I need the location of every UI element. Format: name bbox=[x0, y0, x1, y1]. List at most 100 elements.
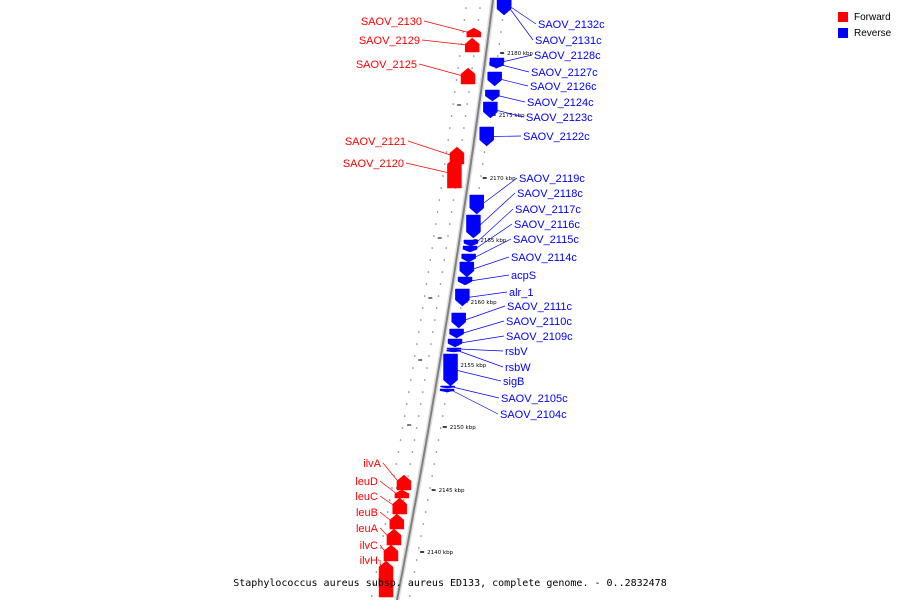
gene-label: ilvA bbox=[363, 458, 381, 470]
gene-connector bbox=[461, 320, 505, 334]
gene-arrow bbox=[457, 276, 473, 286]
scale-dot bbox=[371, 595, 373, 597]
gene-connector bbox=[421, 39, 468, 46]
gene-arrow bbox=[446, 347, 462, 351]
gene-label: SAOV_2124c bbox=[527, 97, 594, 109]
scale-dot bbox=[429, 259, 432, 261]
scale-dot bbox=[413, 439, 416, 441]
gene-connector bbox=[469, 274, 510, 282]
legend-label-forward: Forward bbox=[854, 11, 891, 23]
gene-arrow bbox=[459, 261, 475, 278]
scale-dot bbox=[477, 19, 480, 21]
gene-arrow bbox=[483, 101, 498, 119]
gene-arrow bbox=[440, 385, 455, 389]
scale-dot bbox=[373, 583, 375, 585]
scale-dot bbox=[500, 31, 502, 33]
tick-mark bbox=[431, 489, 436, 491]
scale-dot bbox=[466, 103, 469, 105]
scale-dot bbox=[377, 559, 380, 561]
gene-arrow bbox=[479, 126, 494, 147]
scale-dot bbox=[375, 571, 378, 573]
scale-dot bbox=[424, 379, 426, 381]
scale-dot bbox=[408, 391, 410, 393]
gene-arrow bbox=[449, 328, 464, 339]
gene-arrow bbox=[389, 513, 405, 530]
gene-connector bbox=[475, 208, 514, 244]
scale-dot bbox=[454, 91, 456, 93]
genome-backbone bbox=[394, 0, 496, 600]
scale-dot bbox=[420, 403, 422, 405]
gene-label: SAOV_2121 bbox=[345, 136, 406, 148]
tick-mark bbox=[442, 426, 447, 428]
gene-label: SAOV_2110c bbox=[506, 316, 572, 328]
gene-arrow bbox=[462, 245, 478, 253]
gene-connector bbox=[407, 140, 453, 156]
gene-arrow bbox=[392, 497, 407, 515]
tick-label: 2180 kbp bbox=[507, 51, 533, 57]
scale-dot bbox=[427, 271, 430, 273]
gene-arrow bbox=[461, 253, 476, 263]
scale-dot bbox=[457, 67, 459, 69]
gene-connector bbox=[452, 386, 500, 399]
gene-connector bbox=[508, 7, 534, 41]
gene-connector bbox=[455, 369, 502, 382]
gene-connector bbox=[495, 109, 525, 118]
scale-dot bbox=[410, 379, 412, 381]
tick-label: 2155 kbp bbox=[460, 363, 486, 369]
gene-arrow bbox=[383, 544, 399, 562]
scale-dot bbox=[380, 547, 382, 549]
gene-label: SAOV_2118c bbox=[517, 188, 583, 200]
reverse-swatch bbox=[838, 28, 848, 38]
scale-dot bbox=[386, 511, 389, 513]
scale-dot bbox=[403, 499, 405, 501]
gene-label: SAOV_2119c bbox=[519, 173, 585, 185]
scale-dot bbox=[409, 463, 412, 465]
scale-dot bbox=[417, 415, 420, 417]
scale-dot bbox=[384, 523, 387, 525]
scale-dot bbox=[443, 163, 446, 165]
gene-label: rsbW bbox=[505, 362, 531, 374]
scale-dot bbox=[445, 247, 448, 249]
gene-label: SAOV_2117c bbox=[515, 204, 581, 216]
scale-dot bbox=[428, 355, 430, 357]
tick-label: 2170 kbp bbox=[490, 176, 516, 182]
gene-connector bbox=[481, 177, 518, 205]
scale-dot bbox=[406, 403, 408, 405]
scale-dot bbox=[468, 91, 470, 93]
scale-dot bbox=[445, 151, 448, 153]
scale-dot bbox=[447, 139, 450, 141]
scale-dot bbox=[411, 583, 413, 585]
gene-label: SAOV_2126c bbox=[530, 81, 597, 93]
scale-dot bbox=[412, 367, 414, 369]
gene-label: SAOV_2127c bbox=[531, 67, 598, 79]
scale-dot bbox=[382, 535, 384, 537]
scale-dot bbox=[424, 511, 427, 513]
scale-dot bbox=[429, 487, 431, 489]
scale-dot bbox=[401, 427, 404, 429]
gene-connector bbox=[478, 192, 516, 227]
gene-connector bbox=[497, 95, 526, 103]
backbone-line bbox=[396, 0, 494, 600]
scale-dot bbox=[452, 103, 455, 105]
genome-caption: Staphylococcus aureus subsp. aureus ED13… bbox=[233, 578, 667, 589]
gene-arrow bbox=[386, 528, 402, 546]
scale-dot bbox=[461, 139, 464, 141]
minor-tick bbox=[428, 297, 433, 299]
scale-dot bbox=[463, 127, 465, 129]
scale-dot bbox=[479, 7, 481, 9]
gene-label: SAOV_2123c bbox=[526, 112, 593, 124]
gene-connector bbox=[379, 527, 390, 538]
scale-dot bbox=[478, 187, 481, 189]
scale-dot bbox=[437, 439, 440, 441]
gene-arrow bbox=[455, 288, 470, 307]
gene-connector bbox=[501, 64, 530, 73]
gene-label: SAOV_2125 bbox=[356, 59, 417, 71]
gene-arrow bbox=[496, 0, 512, 16]
scale-dot bbox=[483, 151, 486, 153]
scale-dot bbox=[443, 259, 446, 261]
gene-arrow bbox=[439, 388, 455, 393]
gene-connector bbox=[379, 480, 398, 495]
gene-arrow bbox=[489, 61, 504, 69]
scale-dot bbox=[423, 295, 426, 297]
gene-arrow bbox=[463, 239, 479, 247]
